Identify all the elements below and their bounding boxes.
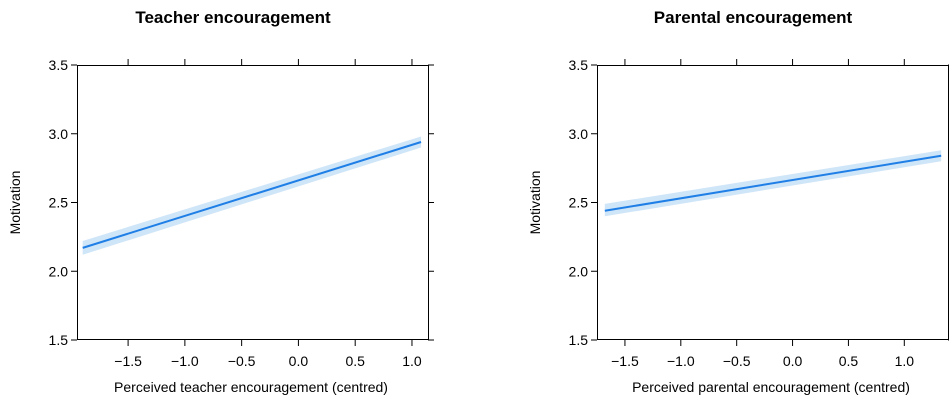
x-tick-label: −1.5 (611, 353, 639, 369)
fit-line (82, 141, 422, 249)
x-tick-label: 1.0 (895, 353, 915, 369)
x-axis-label: Perceived teacher encouragement (centred… (114, 379, 388, 395)
x-tick-label: 0.0 (783, 353, 803, 369)
y-tick-label: 3.5 (569, 57, 589, 73)
y-tick-label: 3.0 (569, 126, 589, 142)
x-tick-label: −1.0 (171, 353, 199, 369)
x-tick-label: −0.5 (228, 353, 256, 369)
chart-title: Teacher encouragement (135, 8, 331, 27)
x-tick-label: 0.0 (289, 353, 309, 369)
y-axis-label: Motivation (527, 171, 543, 235)
y-tick-label: 2.5 (49, 195, 69, 211)
y-tick-label: 1.5 (49, 332, 69, 348)
chart-panel-2: Parental encouragement −1.5 −1.0 −0.5 0.0 0.5… (527, 8, 949, 395)
chart-panel-1: Teacher encouragement −1.5 −1.0 −0.5 0.0 0.5 1… (7, 8, 434, 395)
plot-frame (77, 65, 429, 340)
y-tick-label: 2.0 (569, 263, 589, 279)
y-axis-label: Motivation (7, 171, 23, 235)
y-tick-label: 3.0 (49, 126, 69, 142)
fit-line (604, 154, 942, 212)
y-tick-label: 1.5 (569, 332, 589, 348)
x-tick-label: 0.5 (345, 353, 365, 369)
y-tick-label: 2.5 (569, 195, 589, 211)
y-tick-label: 3.5 (49, 57, 69, 73)
x-axis-label: Perceived parental encouragement (centre… (632, 379, 910, 395)
y-tick-label: 2.0 (49, 263, 69, 279)
x-tick-label: 0.5 (839, 353, 859, 369)
x-tick-label: −1.0 (667, 353, 695, 369)
x-tick-label: −1.5 (114, 353, 142, 369)
x-tick-label: −0.5 (723, 353, 751, 369)
x-tick-label: 1.0 (402, 353, 422, 369)
chart-title: Parental encouragement (654, 8, 853, 27)
